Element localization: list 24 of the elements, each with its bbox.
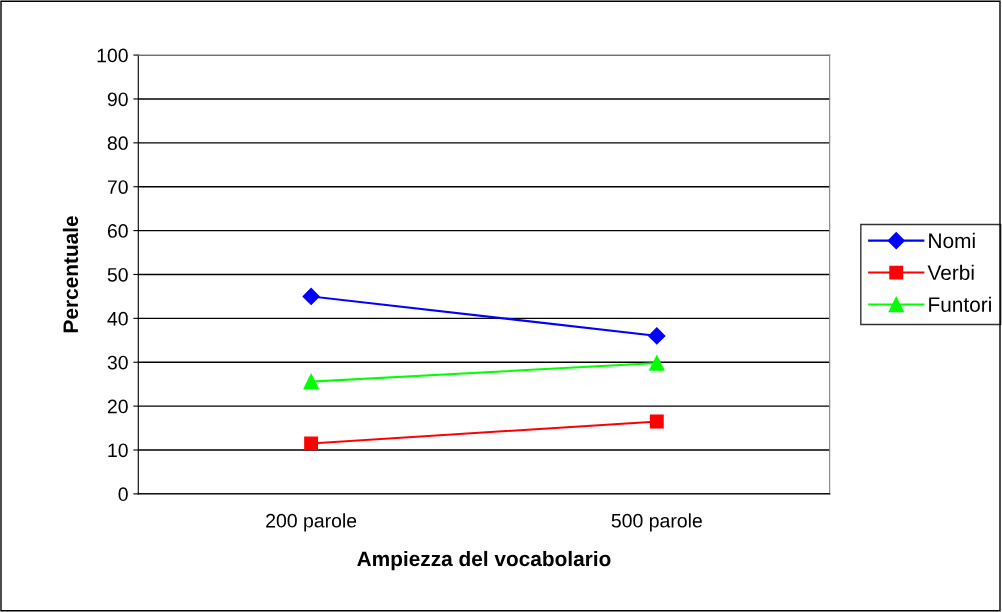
legend-label: Nomi bbox=[929, 232, 975, 249]
y-tick-label: 0 bbox=[118, 487, 128, 502]
point bbox=[302, 287, 320, 305]
legend-label: Verbi bbox=[927, 264, 974, 281]
x-tick-label: 200 parole bbox=[266, 513, 357, 532]
y-tick-label: 40 bbox=[107, 311, 128, 326]
point bbox=[648, 327, 666, 345]
point bbox=[649, 414, 664, 429]
y-axis-title: Percentuale bbox=[62, 216, 79, 333]
y-tick-label: 80 bbox=[107, 136, 128, 151]
y-tick-label: 70 bbox=[107, 180, 128, 194]
y-tick-label: 90 bbox=[107, 92, 128, 107]
x-tick-label: 500 parole bbox=[611, 513, 702, 532]
point bbox=[649, 355, 665, 371]
point bbox=[303, 373, 319, 390]
x-axis-title: Ampiezza del vocabolario bbox=[357, 550, 611, 571]
point bbox=[304, 436, 319, 451]
y-tick-label: 10 bbox=[108, 443, 128, 458]
y-tick-label: 30 bbox=[107, 355, 128, 370]
y-tick-label: 50 bbox=[107, 267, 128, 282]
legend-label: Funtori bbox=[929, 296, 991, 312]
y-tick-label: 20 bbox=[107, 399, 128, 414]
y-tick-label: 60 bbox=[107, 224, 128, 238]
y-tick-label: 100 bbox=[97, 48, 128, 63]
